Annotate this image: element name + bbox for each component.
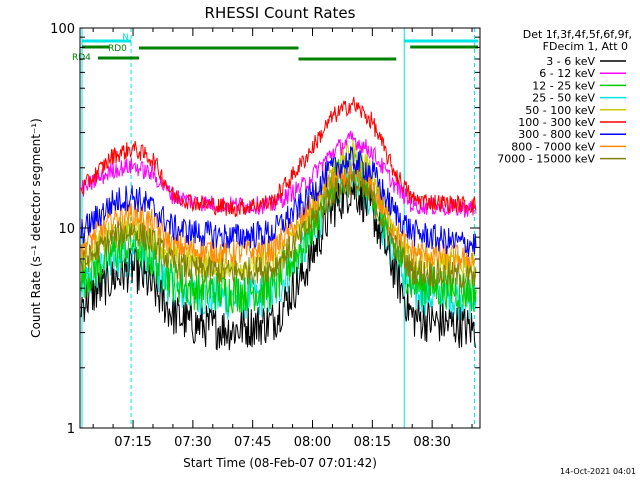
legend-label: 6 - 12 keV [539, 67, 595, 80]
x-tick-label: 08:15 [354, 435, 391, 450]
x-tick-label: 07:30 [174, 435, 211, 450]
series-line [80, 161, 477, 273]
y-tick-label: 10 [58, 222, 75, 237]
y-tick-label: 1 [67, 422, 75, 437]
chart-title: RHESSI Count Rates [205, 4, 356, 22]
y-axis-label: Count Rate (s⁻¹ detector segment⁻¹) [29, 118, 43, 338]
annotation-label-rd0: RD0 [108, 44, 127, 54]
legend-label: 50 - 100 keV [525, 104, 595, 117]
annotation-label-rd4: RD4 [72, 53, 91, 63]
x-tick-label: 07:15 [114, 435, 151, 450]
series-line [80, 170, 477, 290]
legend-label: 100 - 300 keV [518, 116, 595, 129]
legend-header-line-1: Det 1f,3f,4f,5f,6f,9f, [523, 28, 632, 41]
legend-label: 12 - 25 keV [532, 79, 595, 92]
legend-label: 25 - 50 keV [532, 92, 595, 105]
series-line [80, 146, 477, 257]
legend-header-line-2: FDecim 1, Att 0 [543, 40, 628, 53]
x-axis-label: Start Time (08-Feb-07 07:01:42) [183, 456, 377, 470]
y-tick-label: 100 [50, 22, 75, 37]
timestamp: 14-Oct-2021 04:01 [560, 467, 636, 476]
x-tick-label: 07:45 [234, 435, 271, 450]
annotation-label-n: N [122, 33, 129, 43]
legend-label: 300 - 800 keV [518, 128, 595, 141]
series-line [80, 96, 477, 218]
series-line [80, 176, 477, 351]
x-tick-label: 08:00 [294, 435, 331, 450]
series-line [80, 130, 477, 218]
legend-label: 800 - 7000 keV [511, 140, 595, 153]
legend-label: 7000 - 15000 keV [497, 153, 595, 166]
legend-label: 3 - 6 keV [546, 55, 595, 68]
x-tick-label: 08:30 [413, 435, 450, 450]
